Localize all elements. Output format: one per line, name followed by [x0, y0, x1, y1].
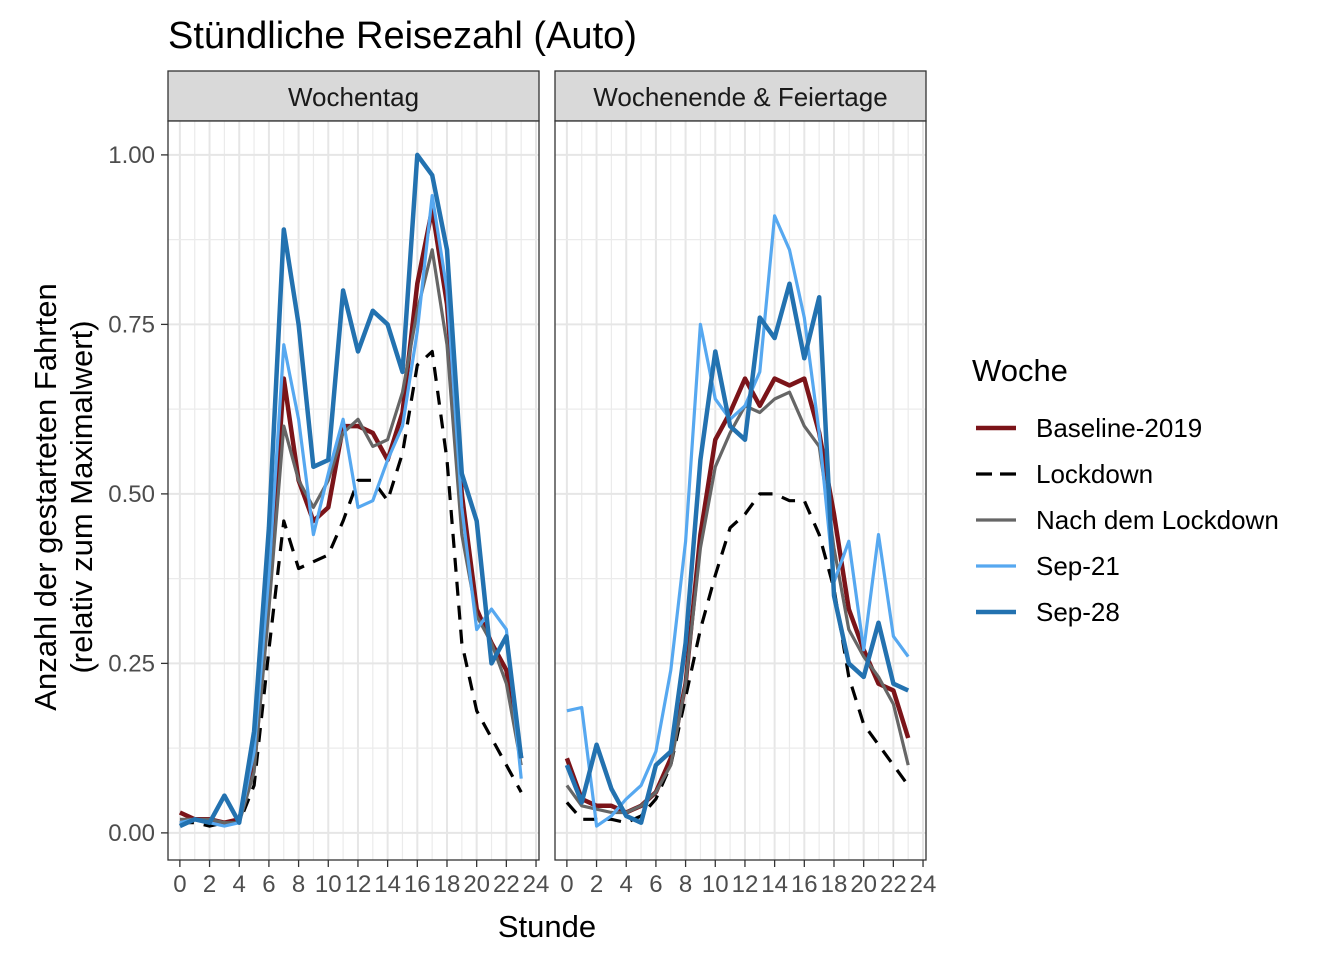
- x-tick-label: 4: [620, 871, 633, 898]
- legend: Baseline-2019 Lockdown Nach dem Lockdown Se…: [976, 413, 1279, 627]
- x-axis: 0 2 4 6 8 10 12 14 16 18 20 22 24: [560, 860, 936, 898]
- series-lines: [178, 152, 524, 829]
- x-tick-label: 18: [821, 871, 848, 898]
- x-tick-label: 6: [262, 871, 275, 898]
- x-tick-label: 4: [233, 871, 246, 898]
- x-tick-label: 20: [463, 871, 490, 898]
- facet-wochenende-feiertage: Wochenende & Feiertage 0 2 4 6 8 10 12 14 16 18 20…: [554, 70, 936, 898]
- facet-label: Wochentag: [288, 82, 419, 112]
- x-tick-label: 14: [761, 871, 788, 898]
- x-tick-label: 0: [173, 871, 186, 898]
- x-tick-label: 12: [345, 871, 372, 898]
- x-tick-label: 2: [203, 871, 216, 898]
- y-axis-title: Anzahl der gestarteten Fahrten (relativ …: [28, 283, 99, 710]
- y-tick-label: 1.00: [108, 142, 155, 169]
- grid: [555, 121, 926, 860]
- facet-wochentag: Wochentag 0 2 4 6 8 10 12 14 16 18 20 22 24: [167, 70, 549, 898]
- y-axis: 0.00 0.25 0.50 0.75 1.00: [108, 142, 168, 847]
- x-axis: 0 2 4 6 8 10 12 14 16 18 20 22 24: [173, 860, 549, 898]
- x-tick-label: 8: [292, 871, 305, 898]
- y-tick-label: 0.00: [108, 820, 155, 847]
- series-line-sep-21: [566, 214, 910, 828]
- legend-label-baseline-2019: Baseline-2019: [1036, 413, 1202, 443]
- x-tick-label: 16: [404, 871, 431, 898]
- x-tick-label: 6: [649, 871, 662, 898]
- x-tick-label: 2: [590, 871, 603, 898]
- y-tick-label: 0.50: [108, 481, 155, 508]
- x-tick-label: 22: [493, 871, 520, 898]
- x-tick-label: 8: [679, 871, 692, 898]
- legend-label-nach-dem-lockdown: Nach dem Lockdown: [1036, 505, 1279, 535]
- x-tick-label: 16: [791, 871, 818, 898]
- y-tick-label: 0.75: [108, 311, 155, 338]
- x-tick-label: 0: [560, 871, 573, 898]
- legend-label-sep-28: Sep-28: [1036, 597, 1120, 627]
- y-axis-title-line-1: Anzahl der gestarteten Fahrten: [28, 283, 63, 710]
- facet-strip: [554, 70, 927, 122]
- series-line-sep-28: [178, 152, 524, 829]
- panel-border: [554, 120, 927, 861]
- chart-title: Stündliche Reisezahl (Auto): [168, 15, 637, 57]
- legend-label-sep-21: Sep-21: [1036, 551, 1120, 581]
- legend-title: Woche: [972, 353, 1068, 388]
- y-axis-title-line-2: (relativ zum Maximalwert): [64, 320, 99, 673]
- series-line-sep-28: [564, 281, 910, 825]
- x-tick-label: 14: [374, 871, 401, 898]
- x-axis-title: Stunde: [498, 909, 596, 944]
- x-tick-label: 24: [910, 871, 937, 898]
- x-tick-label: 18: [434, 871, 461, 898]
- facet-strip: [167, 70, 540, 122]
- legend-label-lockdown: Lockdown: [1036, 459, 1153, 489]
- x-tick-label: 20: [850, 871, 877, 898]
- x-tick-label: 10: [702, 871, 729, 898]
- facet-label: Wochenende & Feiertage: [593, 82, 887, 112]
- panel-background: [555, 121, 926, 860]
- y-tick-label: 0.25: [108, 650, 155, 677]
- x-tick-label: 10: [315, 871, 342, 898]
- x-tick-label: 12: [732, 871, 759, 898]
- series-line-sep-21: [179, 194, 523, 828]
- panel-border: [167, 120, 540, 861]
- x-tick-label: 24: [523, 871, 550, 898]
- x-tick-label: 22: [880, 871, 907, 898]
- series-lines: [564, 214, 911, 828]
